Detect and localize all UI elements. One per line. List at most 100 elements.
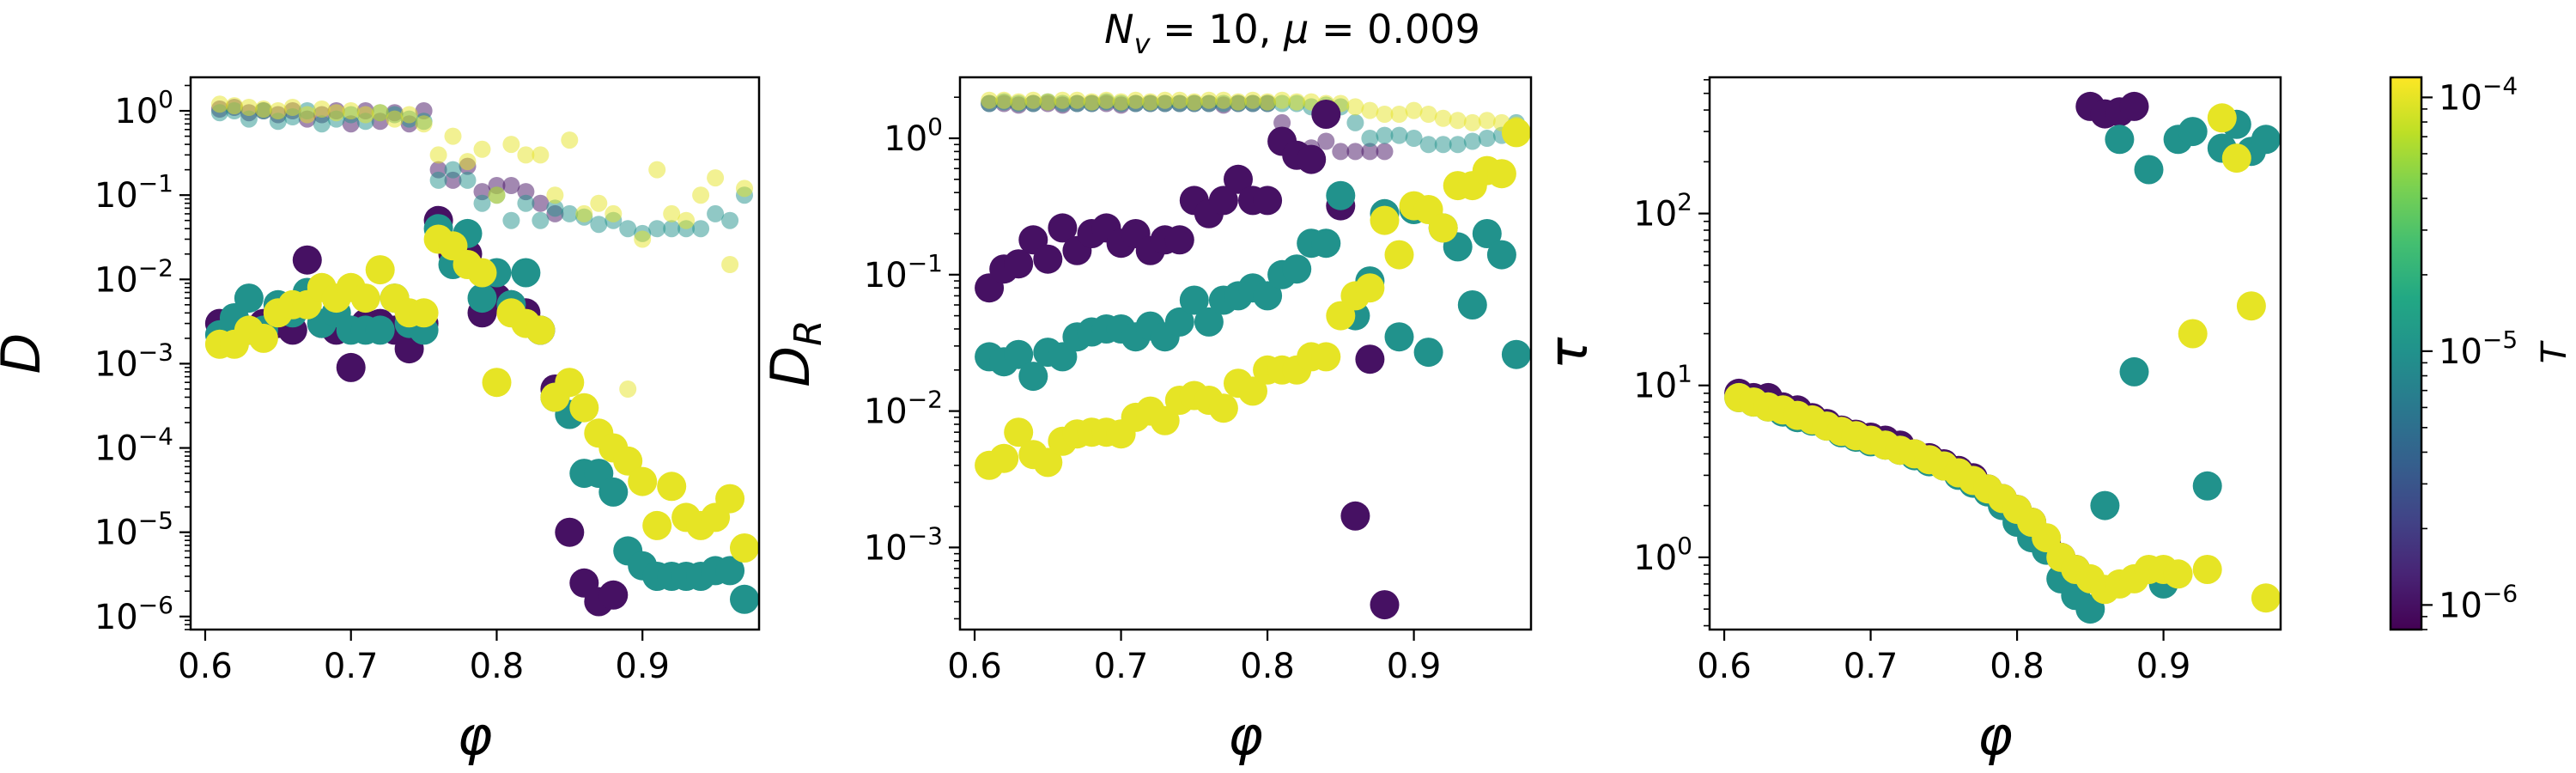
scatter-point [409,298,439,328]
x-tick-label: 0.8 [470,647,525,686]
scatter-point [1004,417,1034,447]
scatter-point [1384,240,1414,270]
scatter-point [1332,143,1350,161]
scatter-point [1097,91,1115,109]
scatter-point [1346,113,1364,131]
y-axis-label: DR [759,320,830,386]
colorbar-tick-label: 10−6 [2439,579,2518,625]
scatter-point [1033,244,1063,274]
scatter-point [502,177,520,194]
scatter-point [482,368,512,398]
scatter-point [546,199,564,217]
scatter-point [1273,113,1291,131]
scatter-point [613,446,643,476]
scatter-point [1127,91,1145,109]
scatter-point [1288,93,1306,111]
scatter-point [1004,249,1034,279]
scatter-point [657,472,687,502]
scatter-point [1297,144,1327,174]
scatter-point [1282,254,1312,284]
scatter-point [605,204,623,222]
scatter-point [415,115,433,133]
data-points [204,95,759,617]
scatter-point [365,315,395,345]
scatter-point [1259,93,1277,111]
scatter-point [532,146,550,164]
scatter-point [350,283,380,313]
scatter-point [526,315,556,345]
scatter-point [429,171,447,189]
scatter-point [269,102,287,119]
scatter-point [1194,307,1224,337]
scatter-point [1200,91,1218,109]
scatter-point [336,352,366,382]
scatter-point [473,140,491,158]
scatter-point [1428,213,1458,243]
scatter-point [1463,132,1481,150]
scatter-point [1230,93,1247,111]
scatter-point [1370,590,1400,620]
subplot-d: 100 10−1 10−2 10−3 10−4 10−5 10−60.6 0.7 0.8 0.9 φ… [0,76,761,767]
scatter-point [1486,240,1516,270]
scatter-point [1486,159,1516,189]
x-tick-label: 0.9 [2136,647,2191,686]
scatter-point [707,204,725,222]
scatter-point [2134,155,2164,185]
scatter-point [1390,126,1408,144]
scatter-point [1164,225,1194,255]
scatter-point [575,204,593,222]
scatter-point [1355,273,1385,303]
scatter-point [292,245,322,275]
scatter-point [598,477,629,507]
scatter-point [619,380,637,398]
scatter-point [1361,143,1379,161]
scatter-point [648,220,666,238]
scatter-point [590,216,608,234]
scatter-point [459,153,477,171]
y-tick-label: 10−5 [94,507,173,553]
scatter-point [2163,559,2193,589]
scatter-point [1156,91,1174,109]
scatter-point [1419,106,1437,123]
scatter-point [2192,471,2222,501]
scatter-point [1141,93,1159,111]
scatter-point [1238,376,1267,406]
y-tick-label: 10−1 [94,169,173,216]
scatter-point [677,211,696,229]
scatter-point [634,230,652,248]
scatter-point [1273,91,1291,109]
scatter-point [721,211,739,229]
scatter-point [210,95,228,113]
scatter-point [1311,100,1341,129]
scatter-point [555,517,585,547]
scatter-point [1311,342,1341,372]
x-tick-label: 0.8 [1240,647,1295,686]
scatter-point [1478,112,1496,130]
scatter-point [240,99,258,116]
scatter-point [502,211,520,229]
scatter-point [1004,339,1034,369]
x-tick-label: 0.9 [1387,647,1442,686]
data-points [975,91,1531,620]
y-tick-label: 10−4 [94,423,173,469]
scatter-point [1208,393,1238,423]
scatter-point [298,106,316,124]
x-tick-label: 0.7 [324,647,379,686]
scatter-point [981,91,999,109]
scatter-point [1253,281,1283,311]
scatter-point [1478,130,1496,147]
y-tick-label: 100 [884,113,943,159]
scatter-point [1413,338,1443,368]
x-axis-label: φ [458,704,493,767]
scatter-point [730,533,759,563]
scatter-point [642,510,672,540]
scatter-point [1068,91,1086,109]
scatter-point [590,194,608,212]
scatter-point [1405,130,1423,147]
scatter-point [555,368,585,398]
scatter-point [1083,93,1101,111]
scatter-point [715,556,745,586]
axes-frame [1708,76,2282,631]
scatter-point [2192,555,2222,584]
scatter-point [1311,228,1341,259]
